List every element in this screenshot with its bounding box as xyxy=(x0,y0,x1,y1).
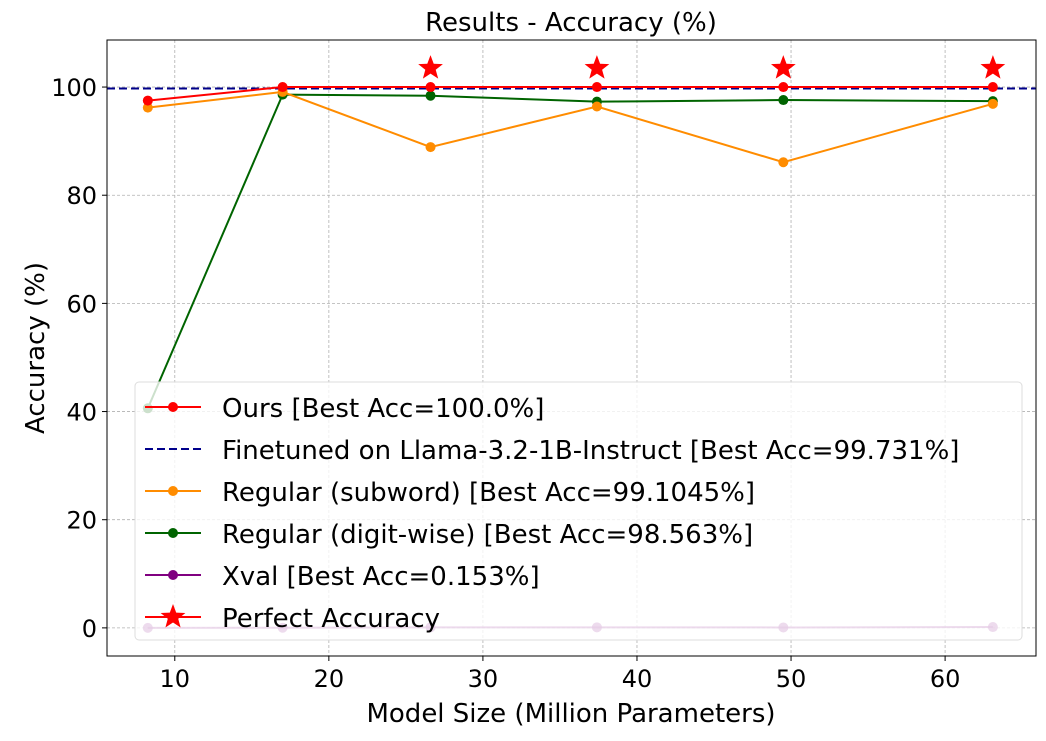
series-2-point xyxy=(591,101,602,112)
ticks: 10 20 30 40 50 60 0 20 40 60 80 100 xyxy=(51,74,960,693)
series-3-point xyxy=(778,95,789,106)
x-tick-label: 20 xyxy=(314,665,345,693)
legend-label: Ours [Best Acc=100.0%] xyxy=(222,394,544,424)
legend-label: Regular (subword) [Best Acc=99.1045%] xyxy=(222,478,755,508)
legend-marker xyxy=(168,402,178,412)
plot-frame xyxy=(106,39,1037,657)
legend-marker xyxy=(168,570,178,580)
legend-label: Xval [Best Acc=0.153%] xyxy=(222,562,540,592)
perfect-accuracy-star xyxy=(980,55,1006,79)
series-2-point xyxy=(778,157,789,168)
y-tick-label: 0 xyxy=(82,615,97,643)
series-2-line xyxy=(147,90,994,164)
x-tick-label: 40 xyxy=(622,665,653,693)
y-tick-label: 80 xyxy=(66,182,97,210)
series-0-point xyxy=(142,95,153,106)
series-0-point xyxy=(987,82,998,93)
x-tick-label: 50 xyxy=(776,665,807,693)
series-0-point xyxy=(425,82,436,93)
series-2-point xyxy=(987,98,998,109)
y-tick-label: 40 xyxy=(66,399,97,427)
y-axis-label: Accuracy (%) xyxy=(21,262,51,434)
legend-star-marker xyxy=(160,604,186,628)
series-2-point xyxy=(142,102,153,113)
series-2-point xyxy=(425,142,436,153)
legend-frame xyxy=(134,381,1023,641)
legend: Ours [Best Acc=100.0%] Finetuned on Llama… xyxy=(134,381,1023,641)
perfect-accuracy-star xyxy=(584,55,610,79)
series-0-point xyxy=(277,82,288,93)
series-0-point xyxy=(778,82,789,93)
x-tick-label: 30 xyxy=(468,665,499,693)
legend-label: Regular (digit-wise) [Best Acc=98.563%] xyxy=(222,520,753,550)
y-tick-label: 100 xyxy=(51,74,97,102)
series-0-point xyxy=(591,82,602,93)
legend-label: Perfect Accuracy xyxy=(222,604,440,634)
x-tick-label: 10 xyxy=(160,665,191,693)
legend-marker xyxy=(168,486,178,496)
x-axis-label: Model Size (Million Parameters) xyxy=(366,699,775,729)
legend-label: Finetuned on Llama-3.2-1B-Instruct [Best… xyxy=(222,436,959,466)
y-tick-label: 20 xyxy=(66,507,97,535)
perfect-accuracy-star xyxy=(771,55,796,79)
series-3-point xyxy=(425,90,436,101)
x-tick-label: 60 xyxy=(930,665,961,693)
y-tick-label: 60 xyxy=(66,290,97,318)
legend-marker xyxy=(168,528,178,538)
series-3-line xyxy=(146,93,993,409)
series-0-line xyxy=(147,86,993,102)
chart-title: Results - Accuracy (%) xyxy=(425,8,717,38)
perfect-accuracy-star xyxy=(418,55,443,79)
